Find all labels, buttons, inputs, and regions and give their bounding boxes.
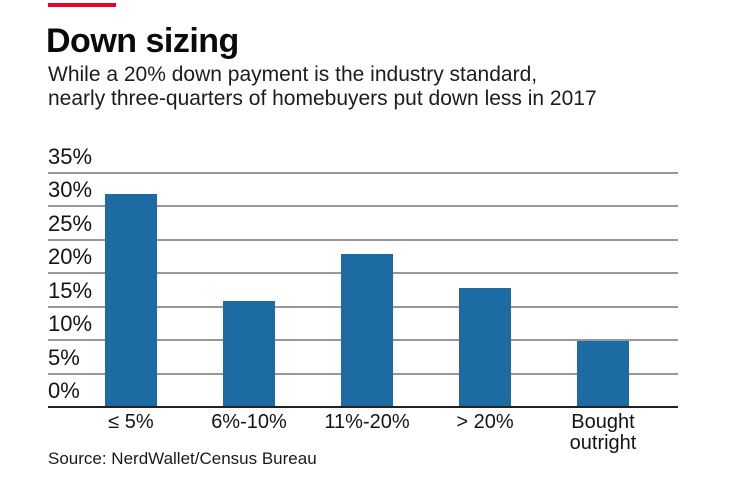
gridline: [48, 205, 678, 208]
y-axis-tick-label: 0%: [48, 378, 80, 403]
y-axis-tick-label: 35%: [48, 144, 93, 169]
y-axis-tick-label: 25%: [48, 210, 93, 236]
y-axis-tick-label: 15%: [48, 277, 93, 303]
chart-subtitle-line1: While a 20% down payment is the industry…: [48, 63, 538, 86]
bar: [459, 287, 511, 408]
bar: [577, 341, 629, 408]
y-axis-tick-label: 10%: [48, 311, 93, 337]
x-axis-category-label: 6%-10%: [211, 411, 287, 433]
x-axis-category-label: ≤ 5%: [108, 411, 154, 433]
y-axis-tick-label: 5%: [48, 344, 80, 370]
source-attribution: Source: NerdWallet/Census Bureau: [48, 449, 317, 468]
x-axis-category-label: Bought outright: [569, 411, 637, 454]
x-axis-category-label: > 20%: [456, 411, 514, 433]
y-axis-tick-label: 30%: [48, 177, 93, 203]
gridline: [48, 172, 678, 174]
chart-subtitle: While a 20% down payment is the industry…: [48, 63, 597, 111]
bar: [223, 301, 275, 408]
bar: [105, 194, 157, 408]
x-axis-baseline: [48, 406, 678, 408]
chart-subtitle-line2: nearly three-quarters of homebuyers put …: [48, 87, 597, 110]
x-axis-category-label: 11%-20%: [324, 411, 410, 433]
bar: [341, 254, 393, 408]
chart-title: Down sizing: [46, 22, 239, 60]
gridline: [48, 238, 678, 241]
accent-line: [48, 3, 116, 7]
y-axis-tick-label: 20%: [48, 244, 93, 270]
